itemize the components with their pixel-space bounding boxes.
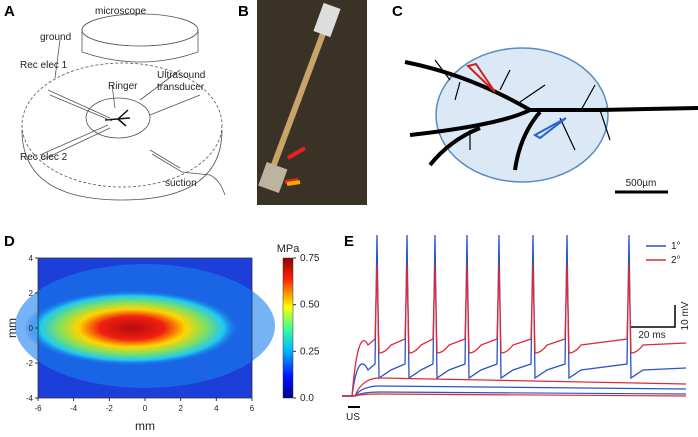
panel-label: B [238, 3, 249, 20]
trace [342, 264, 687, 397]
x-axis-label: mm [135, 419, 155, 433]
y-axis-label: mm [5, 318, 19, 338]
panel-label: C [392, 3, 403, 20]
panel-label: A [4, 3, 15, 20]
colorbar-title: MPa [277, 243, 301, 255]
x-tick-label: 2 [178, 404, 183, 413]
colorbar-tick-label: 0.50 [300, 300, 320, 311]
scale-bar [630, 305, 676, 328]
colorbar-tick-label: 0.25 [300, 346, 320, 357]
legend-label: 1° [671, 241, 681, 252]
x-tick-label: -6 [34, 404, 42, 413]
y-tick-label: -4 [26, 394, 34, 403]
colorbar-tick-label: 0.0 [300, 393, 314, 404]
y-tick-label: 4 [29, 254, 34, 263]
scale-label: 10 mV [680, 301, 691, 330]
trace [342, 393, 687, 397]
label: Rec elec 2 [20, 152, 68, 163]
x-tick-label: -4 [70, 404, 78, 413]
scale-label: 500µm [626, 178, 657, 189]
colorbar-tick-label: 0.75 [300, 253, 320, 264]
x-tick-label: 0 [143, 404, 148, 413]
y-tick-label: 2 [29, 289, 34, 298]
label: microscope [95, 6, 147, 17]
panel-label: D [4, 233, 15, 250]
legend-label: 2° [671, 255, 681, 266]
label: Rec elec 1 [20, 60, 68, 71]
photo [257, 0, 367, 205]
stimulus-label: US [346, 412, 360, 423]
label: Ringer [108, 81, 138, 92]
panel-label: E [344, 233, 354, 250]
label: Ultrasound [157, 70, 205, 81]
label: suction [165, 178, 197, 189]
label: ground [40, 32, 71, 43]
x-tick-label: 4 [214, 404, 219, 413]
y-tick-label: -2 [26, 359, 34, 368]
neuron [404, 47, 698, 194]
trace [342, 234, 687, 397]
scale-label: 20 ms [638, 330, 665, 341]
x-tick-label: -2 [106, 404, 114, 413]
heatmap [15, 257, 294, 399]
y-tick-label: 0 [29, 324, 34, 333]
x-tick-label: 6 [250, 404, 255, 413]
rig-drawing [21, 13, 226, 201]
label: transducer [157, 82, 205, 93]
